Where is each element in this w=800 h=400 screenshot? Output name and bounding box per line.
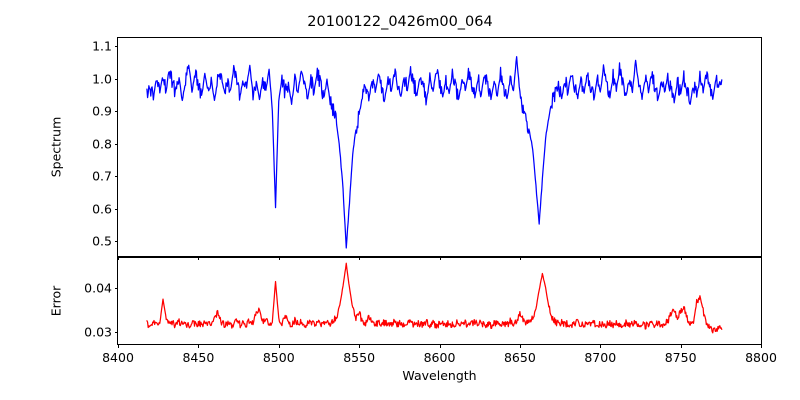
- y-tick-label: 0.5: [92, 233, 112, 249]
- y-tick-label: 0.9: [92, 103, 112, 119]
- x-tick-mark: [439, 344, 441, 348]
- y-tick-mark: [114, 241, 118, 243]
- y-tick-label: 0.8: [92, 136, 112, 152]
- x-tick-mark: [600, 344, 602, 348]
- y-tick-mark: [114, 46, 118, 48]
- error-line-plot: [118, 258, 761, 344]
- y-tick-mark: [114, 78, 118, 80]
- x-tick-label: 8500: [262, 350, 295, 365]
- y-tick-mark: [114, 208, 118, 210]
- y-tick-label: 1.1: [92, 38, 112, 54]
- y-tick-label: 0.03: [84, 324, 112, 340]
- x-tick-mark: [519, 344, 521, 348]
- error-panel: Error 0.03 0.04 8400 8450 8500 8550 8600 8650 8…: [49, 257, 777, 365]
- x-tick-label: 8650: [503, 350, 536, 365]
- x-tick-label: 8750: [664, 350, 697, 365]
- chart-title: 20100122_0426m00_064: [307, 14, 493, 30]
- x-axis-title: Wavelength: [402, 368, 477, 383]
- y-tick-label: 0.04: [84, 280, 112, 296]
- error-y-axis-title: Error: [48, 285, 64, 317]
- x-tick-mark: [761, 344, 762, 348]
- x-tick-label: 8700: [584, 350, 617, 365]
- x-tick-mark: [359, 344, 361, 348]
- x-tick-label: 8600: [423, 350, 456, 365]
- x-tick-label: 8450: [182, 350, 215, 365]
- y-tick-label: 0.7: [92, 168, 112, 184]
- y-tick-label: 0.6: [92, 201, 112, 217]
- x-tick-mark: [680, 344, 682, 348]
- y-tick-label: 1.0: [92, 71, 112, 87]
- x-tick-mark: [278, 344, 280, 348]
- x-tick-mark: [118, 344, 119, 348]
- spectrum-panel: Spectrum 0.5 0.6 0.7 0.8 0.9 1.0 1.1: [49, 37, 762, 260]
- x-tick-label: 8550: [343, 350, 376, 365]
- y-tick-mark: [114, 111, 118, 113]
- spectrum-y-axis-title: Spectrum: [48, 116, 64, 178]
- y-tick-mark: [114, 287, 118, 289]
- y-tick-mark: [114, 143, 118, 145]
- spectrum-line-plot: [118, 38, 761, 256]
- x-tick-label: 8800: [745, 350, 777, 365]
- x-tick-label: 8400: [102, 350, 134, 365]
- y-tick-mark: [114, 176, 118, 178]
- x-tick-mark: [198, 344, 200, 348]
- y-tick-mark: [114, 331, 118, 333]
